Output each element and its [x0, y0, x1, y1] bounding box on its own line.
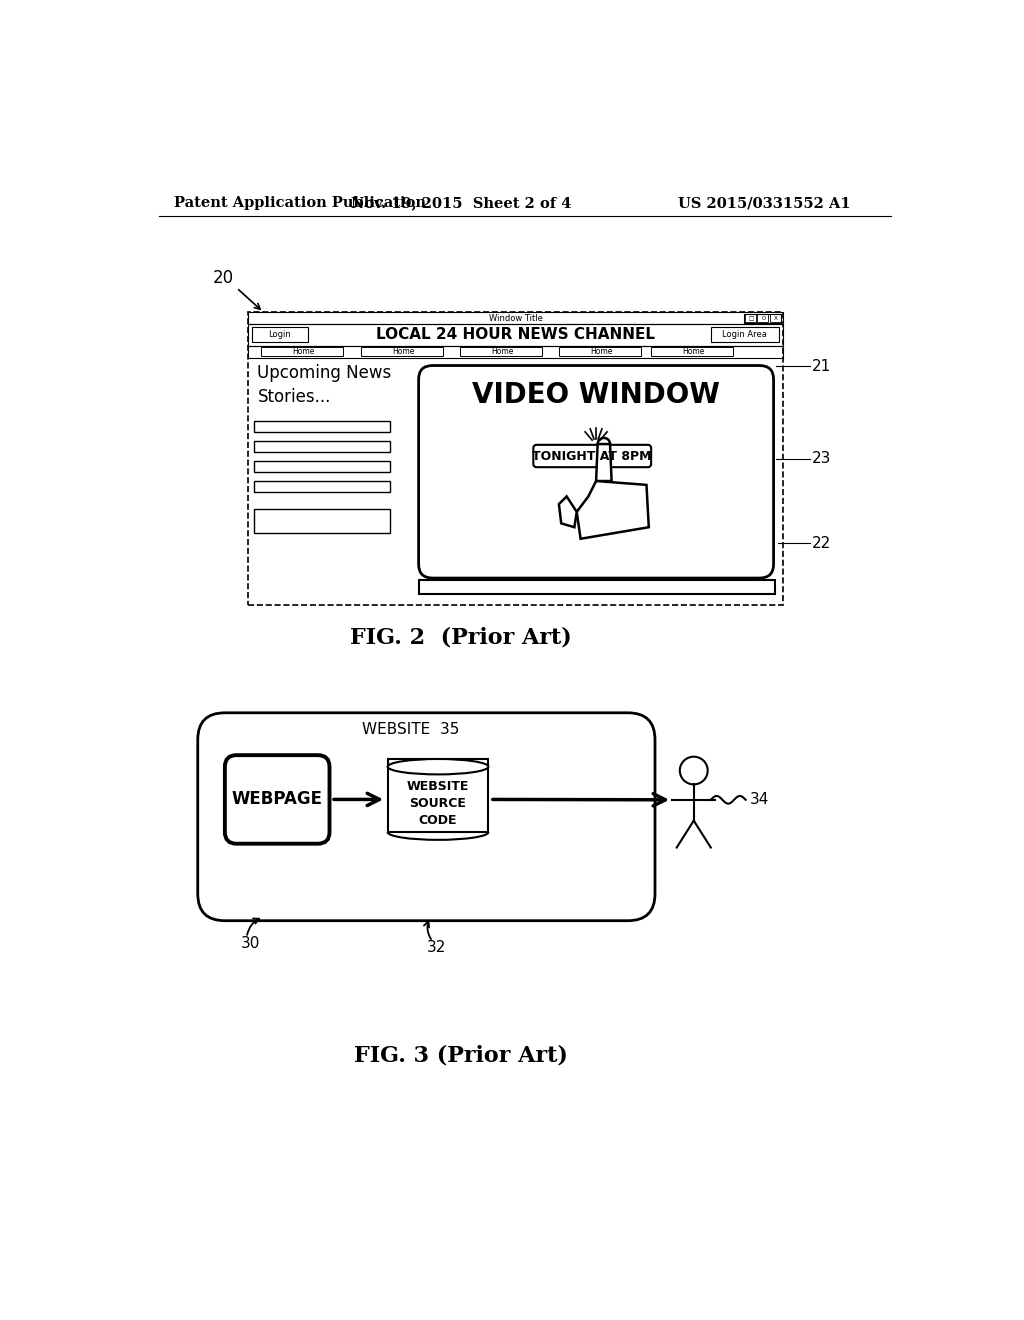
Text: 23: 23 [812, 451, 830, 466]
Text: Upcoming News
Stories...: Upcoming News Stories... [257, 364, 391, 405]
Text: O: O [762, 315, 766, 321]
FancyBboxPatch shape [225, 755, 330, 843]
Bar [758, 314, 768, 322]
Text: TONIGHT AT 8PM: TONIGHT AT 8PM [532, 450, 652, 462]
Text: Home: Home [591, 347, 612, 356]
Text: 21: 21 [812, 359, 830, 374]
Bar [248, 323, 783, 346]
Polygon shape [596, 444, 611, 480]
Bar [261, 347, 343, 356]
Bar [559, 347, 641, 356]
Text: VIDEO WINDOW: VIDEO WINDOW [472, 380, 720, 409]
FancyBboxPatch shape [534, 445, 651, 467]
Text: WEBSITE  35: WEBSITE 35 [362, 722, 460, 738]
Text: FIG. 3 (Prior Art): FIG. 3 (Prior Art) [354, 1044, 568, 1067]
FancyBboxPatch shape [419, 366, 773, 578]
Bar [744, 314, 756, 322]
Bar [360, 347, 442, 356]
Bar [388, 759, 488, 832]
Text: 22: 22 [812, 536, 830, 550]
Bar [254, 461, 390, 471]
Text: Login: Login [268, 330, 291, 339]
Text: WEBPAGE: WEBPAGE [231, 791, 323, 808]
Text: Login Area: Login Area [723, 330, 767, 339]
Text: Window Title: Window Title [488, 314, 543, 322]
Text: WEBSITE
SOURCE
CODE: WEBSITE SOURCE CODE [407, 780, 469, 826]
Text: Home: Home [492, 347, 513, 356]
Polygon shape [577, 480, 649, 539]
Polygon shape [559, 496, 577, 527]
Text: Home: Home [683, 347, 705, 356]
Bar [254, 441, 390, 451]
Bar [460, 347, 542, 356]
Bar [248, 313, 783, 323]
Text: LOCAL 24 HOUR NEWS CHANNEL: LOCAL 24 HOUR NEWS CHANNEL [376, 327, 655, 342]
Text: 34: 34 [750, 792, 769, 808]
Bar [419, 581, 775, 594]
Text: Home: Home [293, 347, 315, 356]
Text: Home: Home [392, 347, 415, 356]
Bar [254, 421, 390, 432]
Text: 30: 30 [241, 936, 260, 952]
Text: Nov. 19, 2015  Sheet 2 of 4: Nov. 19, 2015 Sheet 2 of 4 [351, 197, 571, 210]
Text: FIG. 2  (Prior Art): FIG. 2 (Prior Art) [350, 627, 572, 648]
Text: 20: 20 [213, 269, 234, 286]
Bar [770, 314, 780, 322]
Text: □: □ [749, 315, 754, 321]
Ellipse shape [388, 759, 488, 775]
Bar [744, 314, 781, 323]
Text: 32: 32 [426, 940, 445, 956]
Bar [248, 346, 783, 358]
Bar [254, 480, 390, 492]
Text: Patent Application Publication: Patent Application Publication [174, 197, 427, 210]
Bar [248, 313, 783, 605]
Bar [711, 327, 779, 342]
FancyBboxPatch shape [198, 713, 655, 921]
Bar [254, 508, 390, 533]
Bar [651, 347, 733, 356]
Text: X: X [774, 315, 778, 321]
Text: US 2015/0331552 A1: US 2015/0331552 A1 [678, 197, 851, 210]
Bar [252, 327, 308, 342]
